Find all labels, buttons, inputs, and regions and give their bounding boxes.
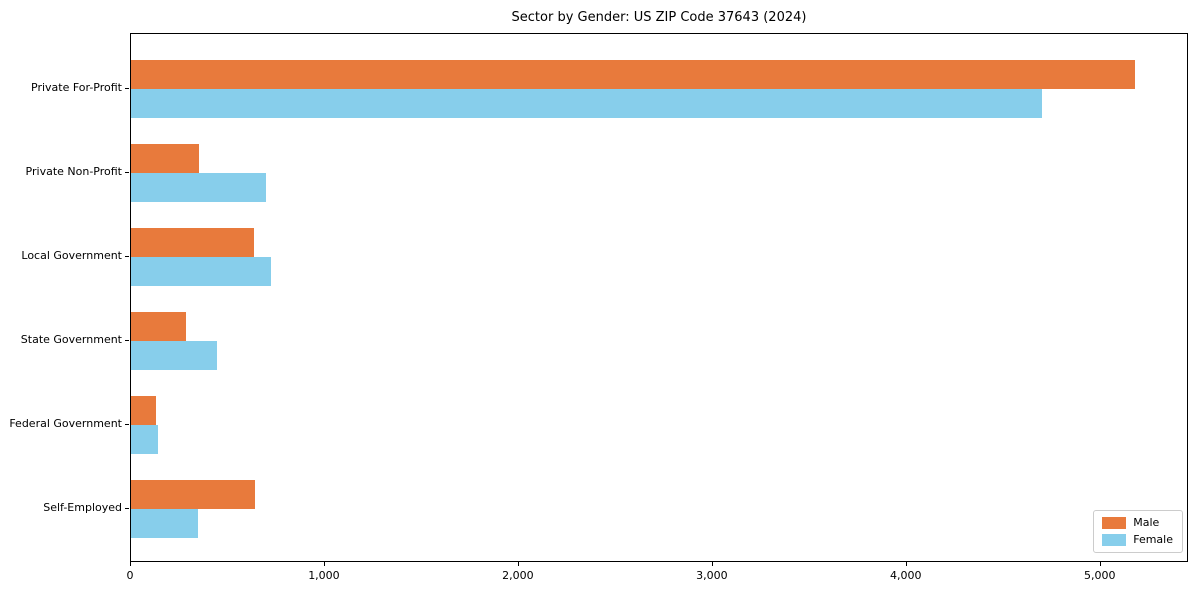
bar-group-private-non-profit (131, 131, 1187, 215)
bar-group-state-government (131, 299, 1187, 383)
bar-male-private-non-profit (131, 144, 199, 173)
x-tick-label-1-000: 1,000 (308, 569, 340, 582)
bar-groups (131, 47, 1187, 551)
x-tick-label-0: 0 (126, 569, 134, 582)
y-tick-mark (125, 172, 129, 173)
x-tick-mark (1099, 562, 1101, 566)
bar-female-state-government (131, 341, 218, 370)
x-tick-mark (711, 562, 713, 566)
bar-male-federal-government (131, 396, 157, 425)
y-tick-mark (125, 508, 129, 509)
x-tick-label-2-000: 2,000 (502, 569, 534, 582)
y-tick-mark (125, 88, 129, 89)
bar-female-federal-government (131, 425, 159, 454)
x-tick-mark (323, 562, 325, 566)
y-tick-mark (125, 340, 129, 341)
y-label-private-for-profit: Private For-Profit (31, 81, 122, 94)
legend-label-male: Male (1133, 516, 1160, 529)
bar-male-local-government (131, 228, 255, 257)
y-tick-mark (125, 424, 129, 425)
x-tick-label-5-000: 5,000 (1083, 569, 1116, 582)
legend-swatch-male (1102, 517, 1127, 529)
bar-group-private-for-profit (131, 47, 1187, 131)
x-tick-mark (130, 562, 131, 566)
x-axis: 0 1,000 2,000 3,000 4,000 5,000 (126, 562, 1187, 592)
bar-female-private-non-profit (131, 173, 266, 202)
y-label-local-government: Local Government (21, 249, 122, 262)
bar-male-self-employed (131, 480, 255, 509)
x-tick-mark (905, 562, 907, 566)
bar-female-private-for-profit (131, 89, 1042, 118)
y-label-self-employed: Self-Employed (43, 501, 122, 514)
bar-group-federal-government (131, 383, 1187, 467)
x-tick-label-3-000: 3,000 (696, 569, 728, 582)
chart-title: Sector by Gender: US ZIP Code 37643 (202… (511, 10, 807, 25)
bar-male-private-for-profit (131, 60, 1135, 89)
y-label-private-non-profit: Private Non-Profit (25, 165, 122, 178)
legend: Male Female (1093, 510, 1183, 553)
bar-male-state-government (131, 312, 187, 341)
bar-female-local-government (131, 257, 271, 286)
legend-label-female: Female (1133, 533, 1173, 546)
legend-item-male: Male (1102, 517, 1173, 529)
x-tick-label-4-000: 4,000 (890, 569, 922, 582)
legend-swatch-female (1102, 534, 1127, 546)
y-label-federal-government: Federal Government (9, 417, 122, 430)
bar-group-self-employed (131, 467, 1187, 551)
x-tick-mark (517, 562, 519, 566)
y-axis-labels: Private For-Profit Private Non-Profit Loca… (0, 33, 122, 562)
bar-group-local-government (131, 215, 1187, 299)
plot-area: Male Female (130, 33, 1188, 562)
bar-female-self-employed (131, 509, 198, 538)
legend-item-female: Female (1102, 534, 1173, 546)
y-label-state-government: State Government (20, 333, 122, 346)
y-tick-mark (125, 256, 129, 257)
